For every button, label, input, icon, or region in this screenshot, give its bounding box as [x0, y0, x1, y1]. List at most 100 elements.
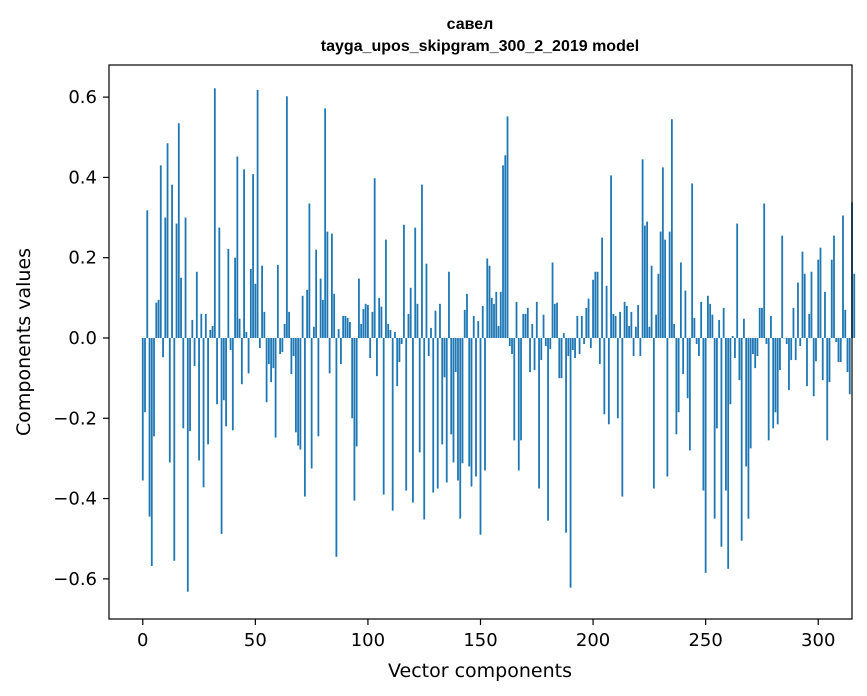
bar — [396, 337, 399, 387]
bar — [571, 337, 574, 351]
bar — [200, 313, 203, 338]
bar — [596, 271, 599, 338]
bar — [459, 337, 462, 519]
bar — [639, 337, 642, 357]
bar — [623, 301, 626, 338]
chart-title: савел — [447, 16, 494, 33]
bar — [752, 337, 754, 355]
bar — [716, 337, 718, 429]
bar — [592, 279, 594, 338]
bar — [387, 323, 390, 338]
x-tick-label: 100 — [351, 630, 385, 651]
bar — [837, 337, 840, 363]
bar — [225, 337, 227, 427]
bar — [738, 337, 741, 381]
bar — [207, 337, 209, 445]
bar — [806, 337, 808, 387]
bar — [652, 337, 655, 489]
bar — [767, 337, 770, 441]
bar — [198, 337, 200, 461]
bar — [601, 237, 603, 338]
bar — [848, 337, 851, 395]
bar — [830, 259, 833, 338]
bar — [502, 165, 504, 338]
bar — [740, 337, 743, 541]
bar — [522, 313, 525, 338]
bar — [558, 337, 561, 379]
x-tick-label: 250 — [688, 630, 722, 651]
bar — [195, 271, 198, 338]
bar — [587, 298, 590, 338]
y-axis-label: Components values — [13, 248, 35, 436]
bar — [321, 299, 324, 338]
bar — [749, 337, 752, 449]
bar — [324, 108, 327, 338]
bar — [819, 247, 822, 338]
bar — [729, 337, 732, 405]
bar — [628, 325, 630, 338]
bar — [171, 184, 173, 338]
bar — [202, 337, 205, 488]
bar — [292, 337, 295, 357]
bar — [700, 301, 703, 338]
bar — [704, 337, 707, 573]
x-tick-label: 0 — [137, 630, 148, 651]
bar — [398, 337, 401, 363]
bar — [815, 337, 817, 362]
bar — [612, 313, 615, 338]
bar — [526, 307, 529, 338]
bar — [385, 239, 387, 338]
bar — [614, 315, 617, 338]
bar — [670, 119, 673, 338]
bar — [761, 307, 763, 338]
bar — [499, 291, 502, 338]
bar — [632, 337, 635, 357]
bar — [616, 337, 619, 419]
bar — [763, 203, 766, 338]
bar — [146, 210, 149, 338]
bar — [695, 337, 698, 345]
bar — [261, 265, 263, 338]
bar — [403, 224, 405, 338]
bar — [725, 337, 727, 491]
bar — [220, 337, 223, 534]
x-tick-label: 150 — [463, 630, 497, 651]
bar — [209, 329, 212, 338]
bar — [731, 335, 734, 338]
x-axis-ticks: 0 50 100 150 200 250 300 — [137, 619, 835, 651]
y-tick-label: −0.6 — [53, 569, 97, 590]
bar — [792, 307, 795, 338]
bar — [515, 301, 518, 338]
bar — [452, 337, 455, 463]
bar — [785, 337, 788, 345]
bar — [634, 326, 637, 338]
bar — [565, 337, 567, 533]
bar — [603, 337, 606, 415]
bar — [657, 273, 660, 338]
bar — [610, 175, 612, 338]
bar — [153, 337, 155, 437]
bar — [234, 257, 236, 338]
bar — [423, 337, 426, 520]
bar — [421, 184, 423, 338]
bar — [799, 337, 802, 347]
bar — [229, 337, 232, 351]
y-tick-label: −0.4 — [53, 489, 97, 510]
bar — [535, 301, 538, 338]
bar — [155, 302, 158, 338]
bar — [436, 337, 439, 489]
bar — [186, 337, 189, 592]
bar — [144, 337, 146, 413]
bar — [166, 143, 169, 338]
bar — [281, 337, 284, 353]
bar — [553, 303, 556, 338]
bar — [303, 337, 306, 497]
bar — [794, 337, 797, 361]
bar — [484, 337, 486, 471]
bar — [641, 159, 644, 338]
plot-frame — [108, 64, 853, 620]
bar — [551, 262, 554, 338]
bar — [607, 337, 610, 425]
bar — [524, 313, 527, 338]
bar — [560, 337, 563, 379]
